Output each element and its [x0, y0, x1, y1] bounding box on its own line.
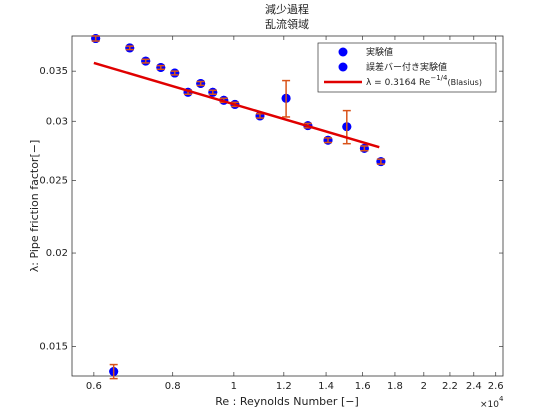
x-tick-label: 1.2 [276, 381, 292, 392]
legend-suffix: (Blasius) [447, 78, 481, 87]
fit-line [93, 61, 380, 149]
x-tick-label: 1.8 [387, 381, 403, 392]
legend-marker [338, 47, 348, 57]
x-tick-label: 0.8 [165, 381, 181, 392]
x-multiplier-base: ×10 [480, 400, 499, 410]
chart-title: 減少過程 [265, 2, 309, 16]
y-tick-label: 0.035 [39, 66, 68, 77]
legend-label: λ = 0.3164 Re−1/4(Blasius) [366, 74, 482, 88]
x-tick-label: 1.6 [355, 381, 371, 392]
y-tick-label: 0.025 [39, 176, 68, 187]
x-multiplier: ×104 [480, 395, 504, 410]
legend-text: 誤差バー付き実験値 [366, 61, 447, 73]
x-multiplier-exp: 4 [499, 395, 504, 403]
y-tick-label: 0.02 [46, 248, 68, 259]
x-tick-label: 2 [421, 381, 427, 392]
legend-text: λ = 0.3164 Re [366, 78, 431, 88]
legend-text: 実験値 [366, 46, 393, 58]
chart-subtitle: 乱流領域 [265, 17, 309, 31]
legend-label: 誤差バー付き実験値 [366, 61, 447, 73]
plot-area [71, 35, 504, 377]
x-tick-label: 0.6 [86, 381, 102, 392]
legend-marker [338, 62, 348, 72]
x-tick-label: 1 [231, 381, 237, 392]
y-tick-label: 0.015 [39, 342, 68, 353]
y-tick-label: 0.03 [46, 116, 68, 127]
x-tick-label: 2.4 [466, 381, 482, 392]
x-tick-label: 1.4 [318, 381, 334, 392]
legend-box [317, 42, 497, 93]
x-tick-label: 2.2 [442, 381, 458, 392]
x-axis-label: Re : Reynolds Number [−] [215, 395, 359, 408]
x-tick-label: 2.6 [488, 381, 504, 392]
y-axis-label: λ: Pipe friction factor[−] [28, 140, 41, 273]
legend-label: 実験値 [366, 46, 393, 58]
legend-sup: −1/4 [430, 74, 448, 82]
